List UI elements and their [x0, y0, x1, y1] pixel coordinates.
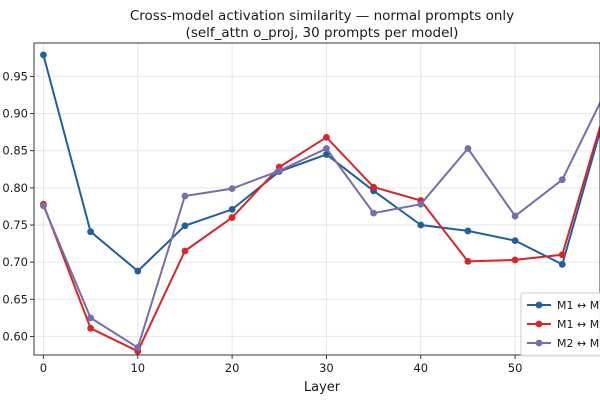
y-tick-label: 0.90: [2, 107, 28, 121]
series-1-point: [40, 51, 47, 59]
series-2: [40, 123, 600, 355]
series-2-point: [323, 133, 330, 141]
series-3-point: [181, 192, 189, 200]
y-tick-label: 0.75: [2, 218, 28, 232]
series-1-point: [228, 206, 236, 213]
series-3-point: [87, 314, 94, 322]
y-tick-label: 0.65: [2, 292, 28, 306]
y-tick-label: 0.70: [2, 255, 28, 269]
series-3-point: [40, 202, 47, 210]
y-tick-label: 0.80: [2, 181, 28, 195]
x-tick-label: 50: [508, 361, 523, 375]
x-tick-label: 20: [225, 361, 240, 375]
series-1: [40, 51, 600, 275]
series-3-point: [323, 145, 330, 152]
x-tick-label: 40: [413, 361, 428, 375]
series-1-point: [87, 228, 94, 236]
series-2-point: [228, 214, 236, 221]
series-3-point: [134, 344, 142, 351]
legend: M1 ↔ M2 M1 ↔ M3 M2 ↔ M3: [520, 292, 600, 357]
series-1-point: [464, 227, 472, 235]
y-tick-label: 0.60: [2, 329, 28, 343]
series-2-line: [42, 123, 600, 353]
chart-title: Cross-model activation similarity — norm…: [130, 8, 514, 24]
x-axis-label: Layer: [304, 380, 341, 395]
series-2-point: [511, 256, 519, 264]
legend-swatch-marker: [535, 301, 543, 309]
chart-subtitle: (self_attn o_proj, 30 prompts per model): [186, 25, 459, 41]
axis-ticks: 01020304050600.600.650.700.750.800.850.9…: [2, 69, 523, 375]
legend-swatch-marker: [535, 320, 543, 328]
series-1-point: [511, 237, 519, 245]
grid-lines: [34, 43, 600, 355]
x-tick-label: 10: [130, 361, 145, 375]
series-1-point: [417, 221, 425, 229]
legend-item: M1 ↔ M3: [527, 318, 600, 331]
series-2-point: [370, 183, 377, 191]
series-1-point: [134, 267, 142, 275]
x-tick-label: 30: [319, 361, 334, 375]
series-1-point: [181, 222, 189, 230]
legend-item: M2 ↔ M3: [527, 337, 600, 350]
series-3-point: [558, 176, 566, 184]
series-2-point: [181, 247, 189, 255]
series-3-point: [417, 200, 425, 208]
series-3-point: [464, 145, 472, 152]
legend-swatch-marker: [535, 339, 543, 347]
series-3-point: [511, 212, 519, 220]
series-3-point: [275, 167, 283, 175]
legend-label: M2 ↔ M3: [557, 337, 600, 350]
series-1-point: [323, 151, 330, 158]
series-1-point: [558, 260, 566, 268]
y-tick-label: 0.85: [2, 144, 28, 158]
x-tick-label: 0: [40, 361, 47, 375]
y-tick-label: 0.95: [2, 69, 28, 83]
legend-label: M1 ↔ M2: [557, 299, 600, 312]
legend-item: M1 ↔ M2: [527, 299, 600, 312]
series-2-point: [464, 258, 472, 265]
series-3-point: [370, 209, 377, 217]
series-3: [40, 100, 600, 351]
series-2-point: [87, 324, 94, 332]
series-3-point: [228, 185, 236, 193]
legend-label: M1 ↔ M3: [557, 318, 600, 331]
data-series: [40, 51, 600, 355]
plot-frame: [33, 42, 600, 356]
series-2-point: [558, 251, 566, 259]
